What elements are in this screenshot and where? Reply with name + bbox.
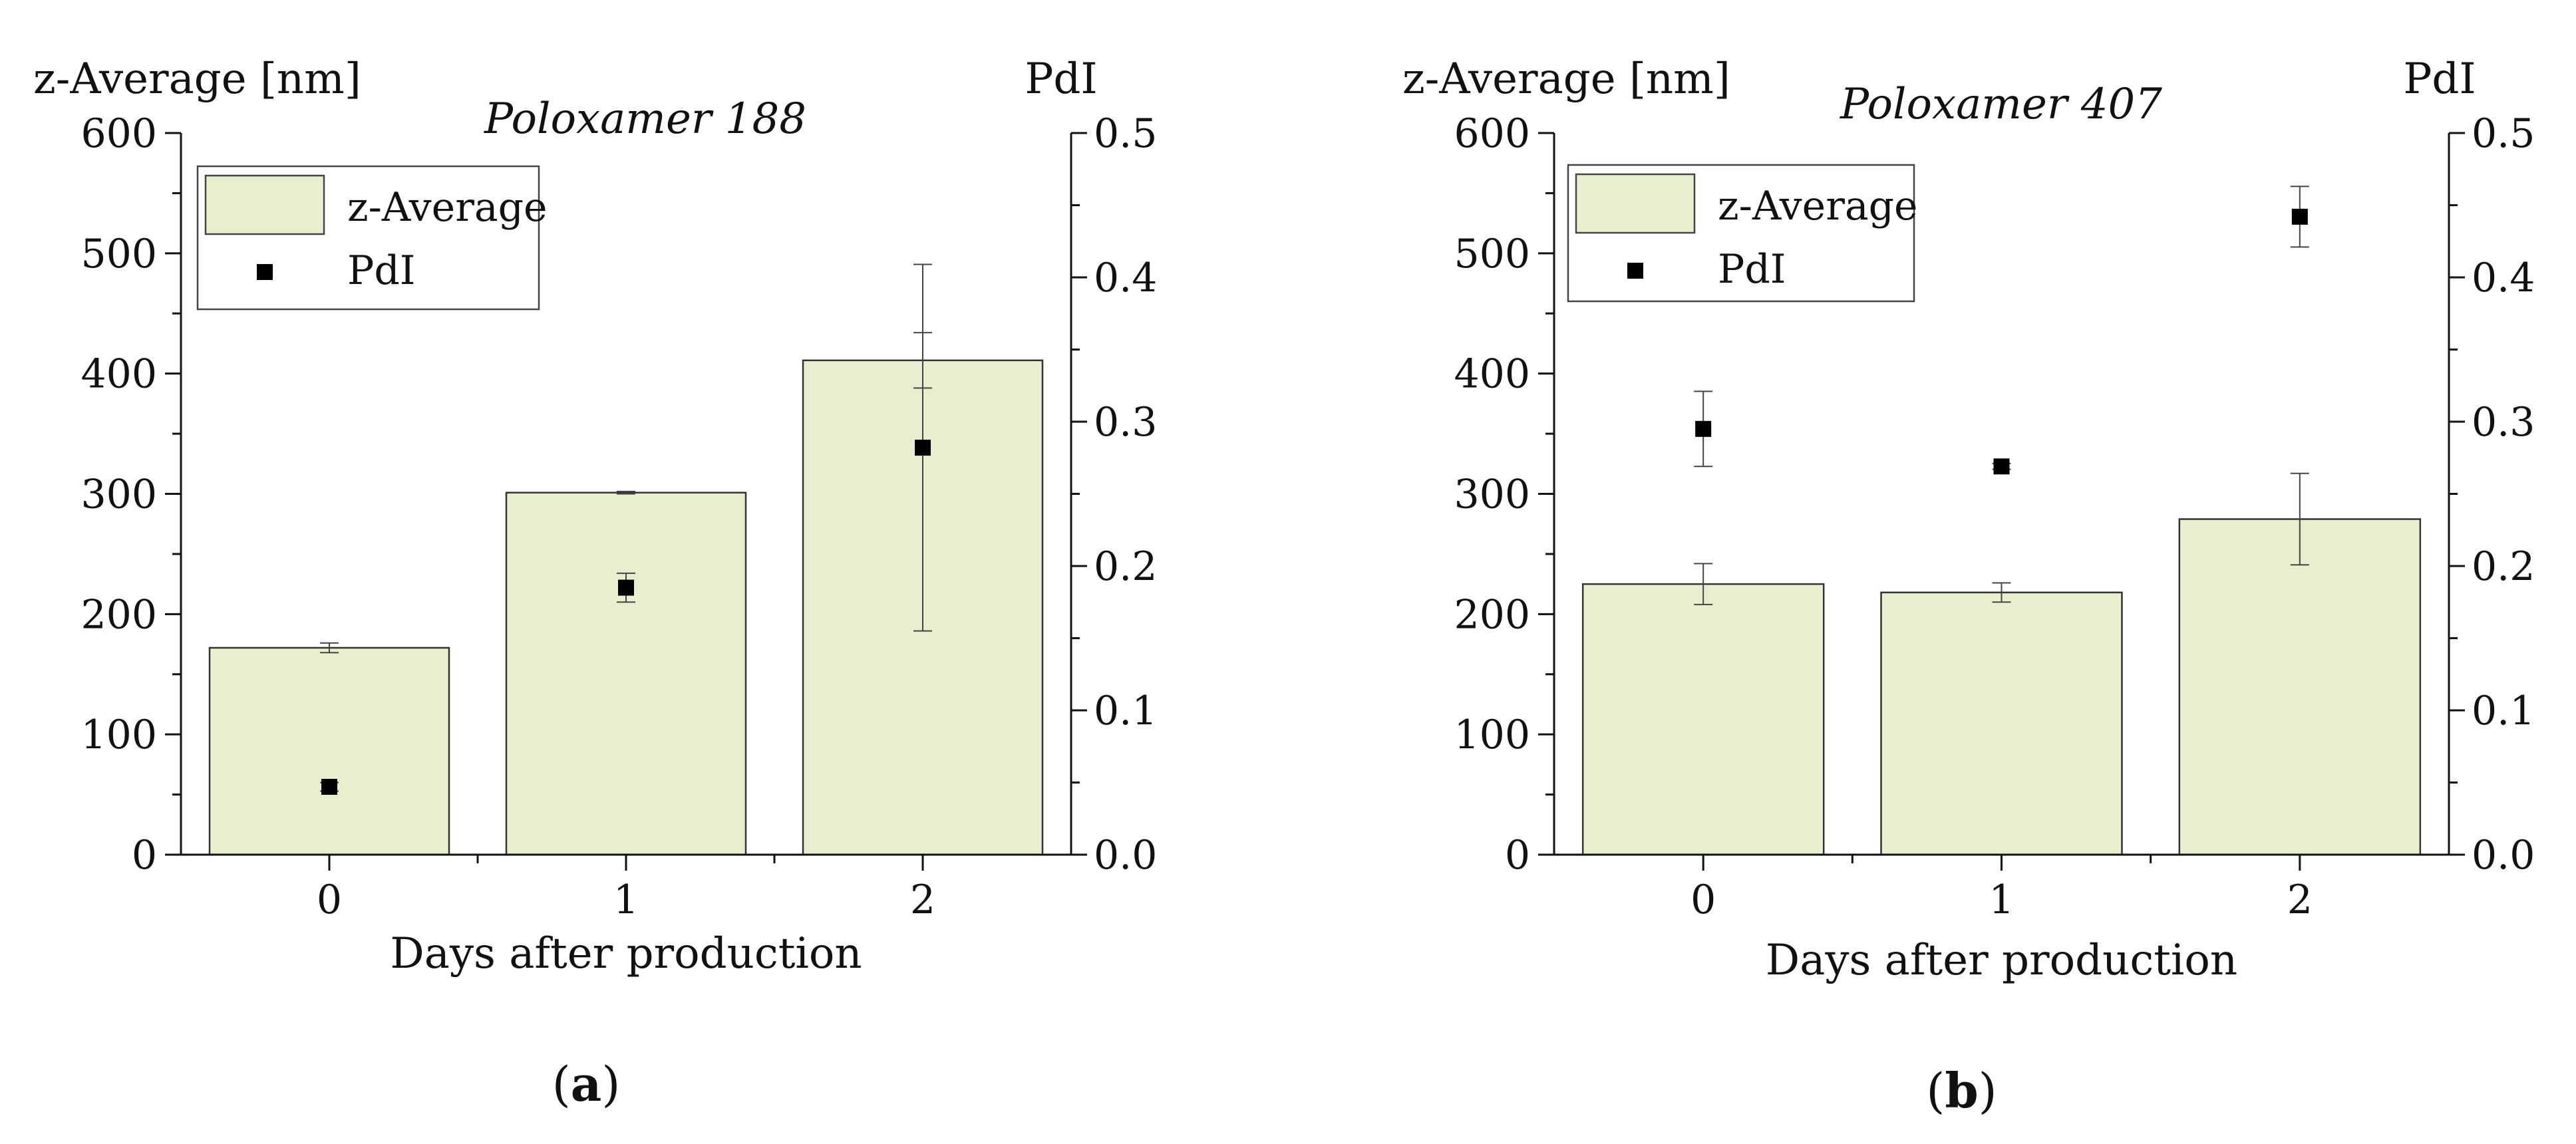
chart-title: Poloxamer 188 [484, 94, 806, 144]
bar-day-0 [208, 646, 450, 856]
x-axis-title: Days after production [1766, 936, 2237, 985]
legend-marker-pdi [257, 264, 273, 280]
right-tick-label: 0.5 [1094, 110, 1157, 157]
left-tick-label: 500 [1454, 231, 1530, 277]
right-tick-label: 0.0 [1094, 832, 1157, 879]
x-tick-label: 0 [1690, 877, 1716, 923]
right-axis-title: PdI [1025, 55, 1097, 104]
pdi-point-day-1 [618, 579, 634, 596]
left-tick-label: 200 [1454, 591, 1530, 638]
left-tick-label: 300 [1454, 472, 1530, 518]
left-tick-label: 300 [80, 472, 157, 518]
left-axis-title: z-Average [nm] [33, 55, 361, 104]
right-tick-label: 0.1 [2472, 688, 2535, 734]
panel-label: (a) [552, 1056, 621, 1112]
bar-day-0 [1581, 583, 1825, 856]
left-tick-label: 400 [80, 351, 157, 398]
left-tick-label: 0 [132, 832, 157, 879]
bar-day-1 [505, 492, 747, 856]
x-tick-label: 1 [1989, 877, 2014, 923]
left-tick-label: 600 [1454, 110, 1530, 157]
panel-label: (b) [1926, 1062, 1997, 1119]
legend: z-Average PdI [196, 165, 548, 311]
right-tick-label: 0.1 [1094, 688, 1157, 734]
legend-swatch-z-average [1575, 173, 1696, 234]
left-tick-label: 100 [80, 712, 157, 758]
legend-label-pdi: PdI [347, 247, 415, 294]
left-axis-title: z-Average [nm] [1402, 55, 1730, 104]
left-tick-label: 500 [80, 231, 157, 277]
pdi-point-day-1 [1993, 458, 2010, 475]
left-tick-label: 400 [1454, 351, 1530, 398]
right-tick-label: 0.3 [2472, 399, 2535, 446]
pdi-point-day-0 [321, 779, 337, 795]
x-tick-label: 1 [613, 877, 639, 923]
right-tick-label: 0.2 [2472, 543, 2535, 590]
pdi-point-day-2 [915, 440, 931, 456]
chart-panel-a: 0 100 200 300 400 500 600 0.0 0.1 0.2 0.3 0.4 0.5 0 1 2… [33, 55, 1157, 1112]
legend-label-pdi: PdI [1718, 246, 1786, 293]
x-tick-label: 0 [317, 877, 342, 923]
legend: z-Average PdI [1567, 164, 1918, 303]
panel-letter: a [571, 1056, 602, 1112]
pdi-point-day-2 [2291, 208, 2308, 225]
chart-panel-b: 0 100 200 300 400 500 600 0.0 0.1 0.2 0.3 0.4 0.5 0 1 2… [1402, 55, 2535, 1119]
right-tick-label: 0.2 [1094, 543, 1157, 590]
legend-label-z-average: z-Average [1718, 183, 1918, 229]
left-tick-label: 0 [1505, 832, 1530, 879]
bar-day-2 [2178, 518, 2422, 856]
left-tick-label: 200 [80, 591, 157, 638]
pdi-point-day-0 [1695, 420, 1712, 437]
chart-title: Poloxamer 407 [1840, 80, 2162, 129]
bar-day-1 [1880, 591, 2123, 856]
left-tick-label: 600 [80, 110, 157, 157]
legend-marker-pdi [1627, 263, 1643, 279]
legend-label-z-average: z-Average [347, 184, 548, 231]
right-tick-label: 0.3 [1094, 399, 1157, 446]
x-tick-label: 2 [910, 877, 935, 923]
right-tick-label: 0.4 [1094, 255, 1157, 301]
x-tick-label: 2 [2287, 877, 2313, 923]
x-axis-title: Days after production [390, 929, 862, 978]
right-tick-label: 0.5 [2472, 110, 2535, 157]
panel-letter: b [1945, 1062, 1978, 1119]
right-tick-label: 0.4 [2472, 255, 2535, 301]
left-tick-label: 100 [1454, 712, 1530, 758]
right-tick-label: 0.0 [2472, 832, 2535, 879]
legend-swatch-z-average [204, 174, 325, 235]
right-axis-title: PdI [2403, 55, 2476, 104]
